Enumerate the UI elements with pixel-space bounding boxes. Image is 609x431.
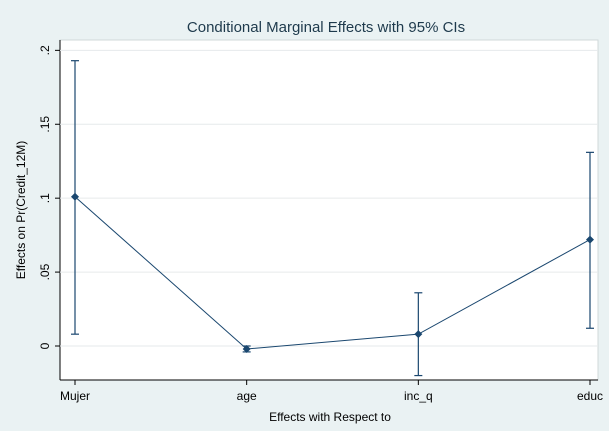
y-tick-label: 0 xyxy=(38,342,52,349)
y-tick-label: .15 xyxy=(38,116,52,133)
x-tick-label: inc_q xyxy=(404,389,433,403)
y-tick-label: .05 xyxy=(38,263,52,280)
marker xyxy=(71,192,79,201)
y-axis-title: Effects on Pr(Credit_12M) xyxy=(14,141,28,280)
x-tick-label: Mujer xyxy=(60,389,90,403)
y-tick-label: .2 xyxy=(38,45,52,55)
x-tick-label: educ xyxy=(577,389,603,403)
plot-area xyxy=(59,39,599,381)
y-tick-label: .1 xyxy=(38,193,52,203)
x-axis-title: Effects with Respect to xyxy=(269,410,391,424)
line xyxy=(74,196,591,350)
chart-title: Conditional Marginal Effects with 95% CI… xyxy=(187,19,465,36)
marker xyxy=(586,235,594,244)
marker xyxy=(242,344,251,353)
marker xyxy=(414,330,423,339)
x-tick-label: age xyxy=(237,389,257,403)
